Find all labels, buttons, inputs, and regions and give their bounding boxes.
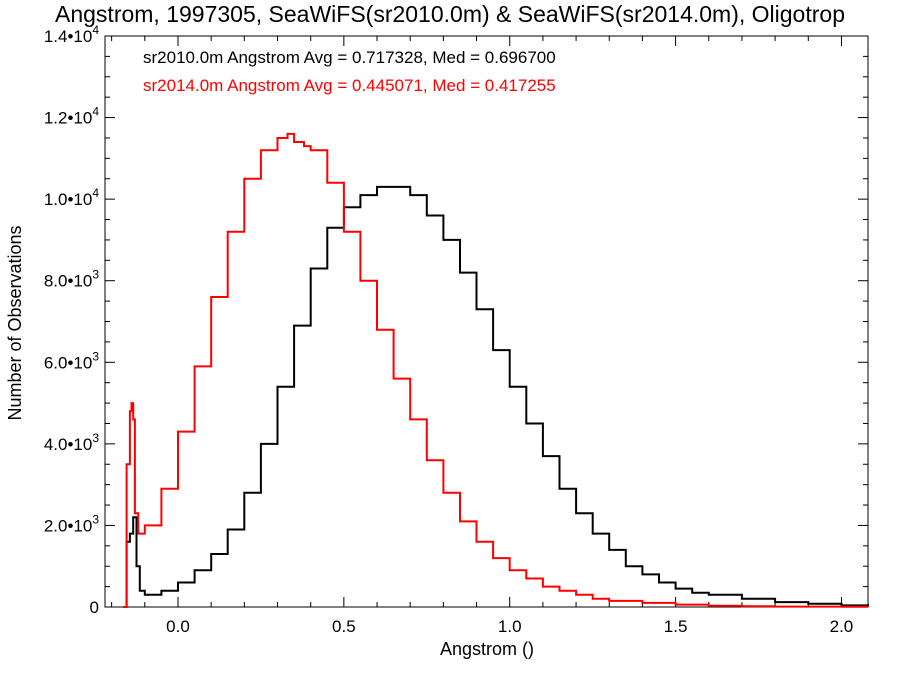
annotation-red: sr2014.0m Angstrom Avg = 0.445071, Med =… (143, 76, 556, 95)
series-line-red (123, 132, 869, 608)
y-tick-label: 8.0•103 (44, 268, 100, 291)
plot-frame (104, 35, 869, 608)
y-tick-label: 4.0•103 (44, 431, 100, 454)
y-tick-label: 6.0•103 (44, 349, 100, 372)
x-tick-label: 0.5 (332, 617, 356, 636)
x-tick-label: 1.0 (498, 617, 522, 636)
y-tick-label: 0 (90, 598, 99, 617)
x-axis-label: Angstrom () (440, 639, 534, 659)
x-tick-label: 1.5 (664, 617, 688, 636)
y-tick-label: 2.0•103 (44, 512, 100, 535)
x-tick-label: 2.0 (830, 617, 854, 636)
series-line-black (123, 185, 869, 608)
annotation-black: sr2010.0m Angstrom Avg = 0.717328, Med =… (143, 48, 556, 67)
y-tick-label: 1.4•104 (44, 23, 100, 46)
y-axis-label: Number of Observations (5, 225, 25, 420)
y-tick-label: 1.0•104 (44, 186, 100, 209)
y-tick-label: 1.2•104 (44, 105, 100, 128)
x-tick-label: 0.0 (166, 617, 190, 636)
chart-title: Angstrom, 1997305, SeaWiFS(sr2010.0m) & … (55, 1, 845, 27)
